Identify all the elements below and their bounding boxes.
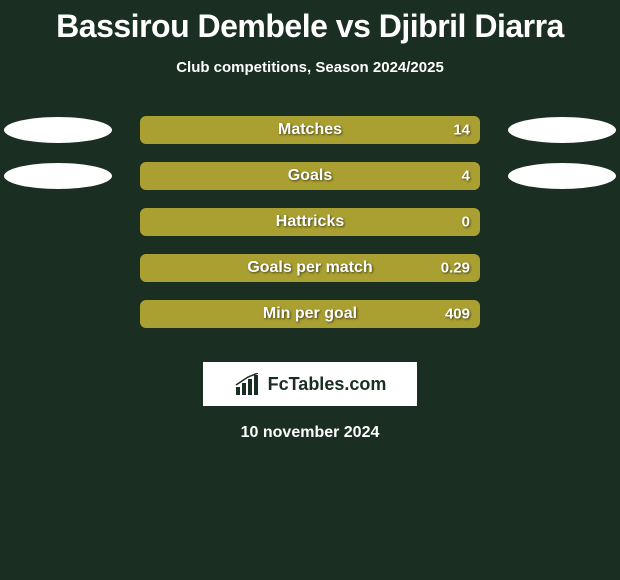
stat-value: 409 xyxy=(445,306,470,323)
stat-value: 4 xyxy=(462,168,470,185)
stat-bar: Hattricks 0 xyxy=(140,208,480,236)
stat-bar: Matches 14 xyxy=(140,116,480,144)
left-ellipse xyxy=(4,117,112,143)
left-ellipse xyxy=(4,163,112,189)
stat-row: Goals 4 xyxy=(0,160,620,206)
stat-row: Goals per match 0.29 xyxy=(0,252,620,298)
stat-value: 0 xyxy=(462,214,470,231)
stat-bar: Goals per match 0.29 xyxy=(140,254,480,282)
stat-label: Matches xyxy=(278,121,342,139)
right-ellipse xyxy=(508,163,616,189)
subtitle: Club competitions, Season 2024/2025 xyxy=(0,59,620,76)
stat-label: Goals xyxy=(288,167,332,185)
stat-label: Goals per match xyxy=(247,259,372,277)
stat-bar: Min per goal 409 xyxy=(140,300,480,328)
stat-row: Min per goal 409 xyxy=(0,298,620,344)
stat-row: Matches 14 xyxy=(0,114,620,160)
right-ellipse xyxy=(508,117,616,143)
stat-label: Hattricks xyxy=(276,213,344,231)
date-text: 10 november 2024 xyxy=(0,424,620,442)
logo-box: FcTables.com xyxy=(203,362,417,406)
stat-bar: Goals 4 xyxy=(140,162,480,190)
stat-row: Hattricks 0 xyxy=(0,206,620,252)
stat-value: 0.29 xyxy=(441,260,470,277)
stats-area: Matches 14 Goals 4 Hattricks 0 Goals per match… xyxy=(0,114,620,344)
logo-text: FcTables.com xyxy=(268,374,387,395)
stat-label: Min per goal xyxy=(263,305,357,323)
page-title: Bassirou Dembele vs Djibril Diarra xyxy=(0,0,620,45)
stat-value: 14 xyxy=(453,122,470,139)
chart-icon xyxy=(234,373,262,395)
